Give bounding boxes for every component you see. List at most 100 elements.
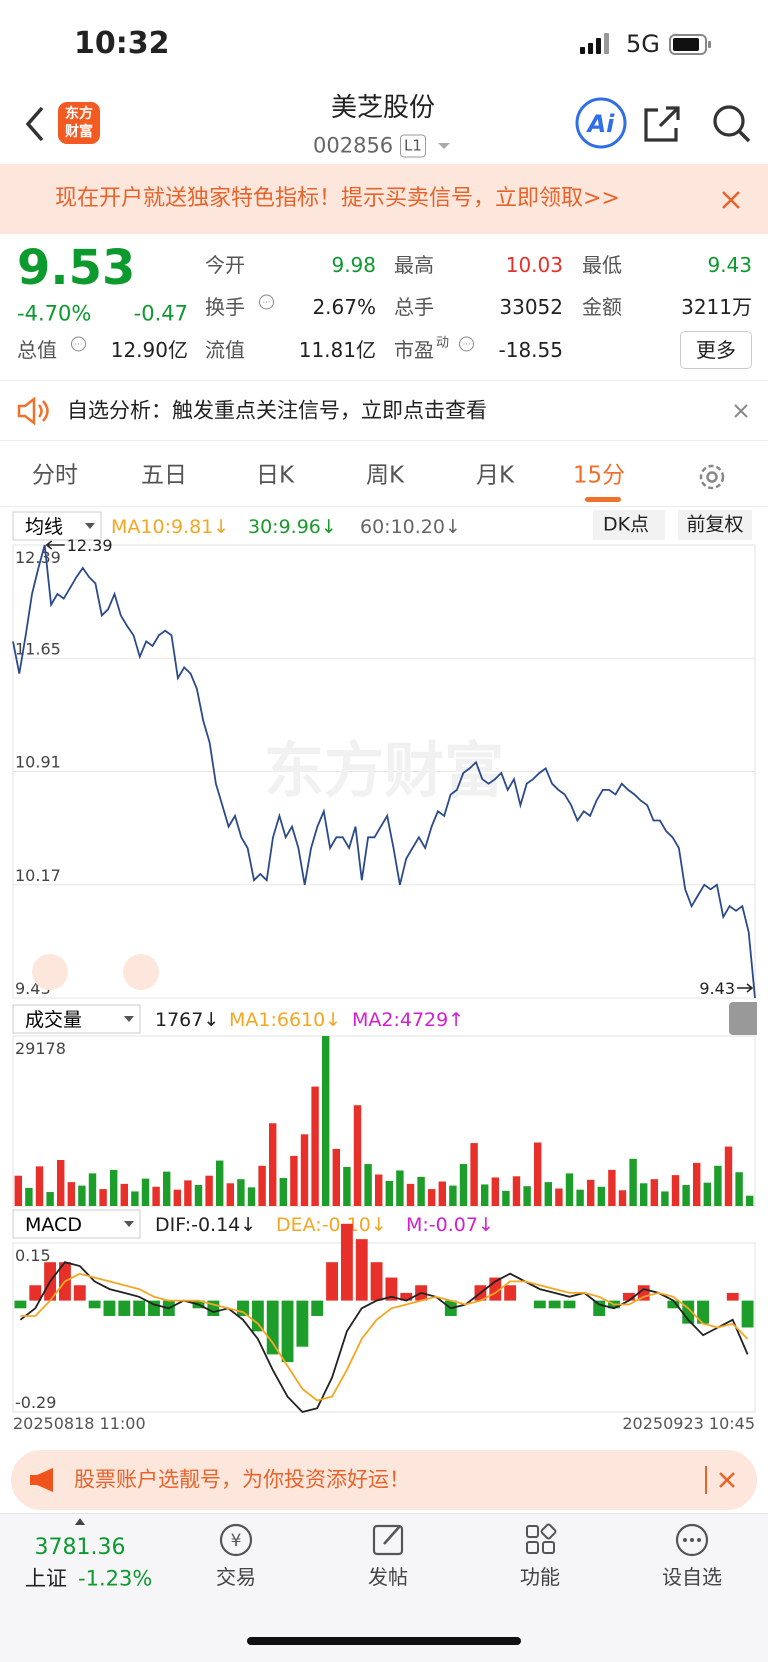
indicator-label[interactable]: 均线 (25, 516, 63, 538)
volume-bar (491, 1177, 500, 1206)
dk-button[interactable] (593, 510, 665, 540)
period-tab[interactable]: 分时 (32, 462, 78, 489)
indicator-label[interactable]: MACD (25, 1214, 82, 1236)
more-label[interactable]: 更多 (696, 338, 736, 362)
volume-bar (533, 1142, 542, 1206)
macd-bar (370, 1262, 383, 1301)
nav-item[interactable]: 交易 (216, 1565, 256, 1589)
volume-bar (25, 1187, 33, 1206)
search-button[interactable] (737, 129, 751, 143)
annotation-arrow (45, 540, 65, 550)
volume-bar (512, 1176, 521, 1206)
notice-close[interactable] (733, 403, 749, 419)
macd-bar (622, 1292, 635, 1301)
stat-value: 10.03 (505, 253, 563, 277)
more-button[interactable] (680, 331, 752, 369)
volume-bar (67, 1182, 76, 1206)
promo-close[interactable] (718, 1471, 736, 1489)
period-tab[interactable]: 周K (365, 462, 405, 489)
volume-bar (374, 1174, 383, 1206)
banner-close[interactable] (720, 189, 742, 211)
charts: 均线 MA10:9.81↓ 30:9.96↓ 60:10.20↓ 12.39 11.65 1… (12, 511, 756, 1433)
indicator-label[interactable]: 成交量 (25, 1009, 82, 1031)
volume-bar (215, 1160, 224, 1206)
status-network: 5G (626, 30, 660, 58)
info-icon[interactable]: … (71, 336, 86, 352)
dk-label[interactable]: DK点 (602, 513, 650, 536)
volume-bar (332, 1148, 341, 1206)
period-tab[interactable]: 月K (475, 462, 515, 489)
info-icon[interactable]: … (259, 294, 274, 310)
adjust-button[interactable] (678, 510, 752, 540)
indicator-select[interactable] (12, 511, 102, 541)
volume-bar (99, 1189, 107, 1206)
volume-bar (586, 1179, 595, 1206)
settings-button[interactable] (696, 461, 728, 493)
info-icon[interactable]: … (459, 336, 474, 352)
legend-item: 1767↓ (155, 1009, 219, 1031)
indicator-select[interactable] (12, 1209, 141, 1239)
y-tick-label: 10.17 (15, 866, 61, 885)
macd-bar (385, 1277, 398, 1301)
legend-item: MA2:4729↑ (352, 1009, 464, 1031)
volume-bar (396, 1170, 404, 1206)
macd-bar (489, 1277, 502, 1301)
divider (0, 380, 768, 381)
header-actions (575, 97, 751, 149)
macd-bar (326, 1262, 338, 1301)
volume-bar (290, 1155, 298, 1206)
period-tab[interactable]: 五日 (141, 462, 187, 489)
logo-text: 财富 (65, 124, 93, 140)
legend-item: 60:10.20↓ (360, 516, 461, 538)
indicator-select[interactable] (12, 1004, 141, 1034)
volume-bar (735, 1172, 743, 1206)
index-value[interactable]: 3781.36 (34, 1535, 126, 1560)
period-tab-active[interactable]: 15分 (572, 462, 626, 489)
volume-bar (438, 1181, 447, 1206)
chart-tool-button[interactable] (32, 954, 68, 990)
macd-bar (296, 1300, 309, 1347)
macd-bar (340, 1223, 353, 1301)
nav-item[interactable]: 功能 (520, 1565, 560, 1589)
volume-bar (226, 1183, 235, 1206)
y-tick-label: 10.91 (15, 753, 61, 772)
status-time: 10:32 (74, 26, 170, 61)
stat-label: 最高 (394, 253, 434, 277)
ai-label[interactable]: Ai (587, 110, 615, 138)
nav-item[interactable]: 设自选 (662, 1565, 722, 1589)
collapse-button[interactable] (729, 1002, 757, 1035)
volume-bar (714, 1165, 722, 1206)
nav-item[interactable]: 发帖 (368, 1565, 408, 1589)
select-caret (124, 1016, 134, 1022)
level-badge[interactable]: L1 (400, 134, 426, 158)
share-button[interactable] (658, 106, 680, 128)
logo-text: 东方 (65, 106, 93, 122)
promo-pill[interactable] (11, 1450, 757, 1510)
adjust-label[interactable]: 前复权 (686, 513, 744, 536)
chart-tool-button[interactable] (123, 954, 159, 990)
notice-text[interactable]: 自选分析：触发重点关注信号，立即点击查看 (67, 398, 487, 423)
dropdown-caret[interactable] (436, 140, 452, 152)
index-change[interactable]: -1.23% (78, 1566, 153, 1591)
macd-bar (697, 1300, 709, 1324)
volume-bar (692, 1162, 701, 1206)
promo-banner[interactable] (0, 164, 768, 234)
back-button[interactable] (25, 106, 44, 142)
macd-bar (73, 1285, 86, 1301)
plot-frame (12, 1035, 756, 1207)
volume-bar (237, 1179, 245, 1206)
divider (705, 1466, 707, 1494)
index-name[interactable]: 上证 (25, 1566, 67, 1591)
promo-text[interactable]: 股票账户选靓号，为你投资添好运！ (74, 1467, 410, 1492)
volume-bar (449, 1185, 457, 1206)
macd-bar (637, 1285, 650, 1301)
volume-bar (152, 1186, 160, 1206)
volume-bar (46, 1192, 54, 1206)
banner-text[interactable]: 现在开户就送独家特色指标！提示买卖信号，立即领取>> (55, 186, 620, 211)
macd-bar (251, 1300, 264, 1332)
y-tick-label: 11.65 (15, 639, 61, 658)
macd-line (19, 1261, 749, 1414)
annotation-arrow (737, 983, 754, 993)
ai-button[interactable] (575, 97, 627, 149)
period-tab[interactable]: 日K (255, 462, 295, 489)
